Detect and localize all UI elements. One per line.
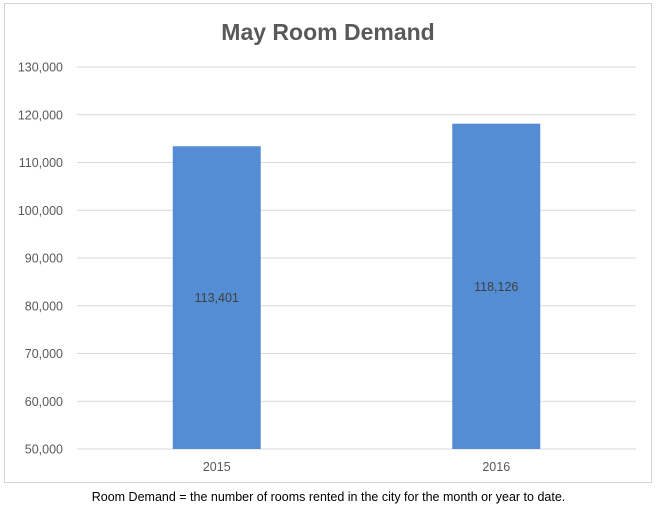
- bars: 113,401 118,126: [172, 123, 541, 449]
- y-tick-label: 120,000: [18, 108, 63, 122]
- chart-svg: May Room Demand 50,000 60,000 70,000 80,000…: [18, 19, 636, 474]
- chart-footnote: Room Demand = the number of rooms rented…: [91, 490, 566, 504]
- x-axis: 2015 2016: [203, 460, 510, 474]
- y-tick-label: 100,000: [18, 204, 63, 218]
- data-label-2016: 118,126: [474, 280, 518, 294]
- y-tick-label: 50,000: [25, 443, 63, 457]
- x-tick-label: 2015: [203, 460, 231, 474]
- bar-2016: [452, 123, 541, 449]
- y-tick-label: 90,000: [25, 252, 63, 266]
- chart-title: May Room Demand: [221, 19, 434, 45]
- y-axis: 50,000 60,000 70,000 80,000 90,000 100,000 110…: [18, 61, 63, 457]
- gridlines: [77, 66, 636, 450]
- data-label-2015: 113,401: [195, 291, 239, 305]
- y-tick-label: 130,000: [18, 61, 63, 75]
- y-tick-label: 70,000: [25, 347, 63, 361]
- bar-2015: [172, 146, 261, 449]
- x-tick-label: 2016: [482, 460, 510, 474]
- y-tick-label: 60,000: [25, 395, 63, 409]
- y-tick-label: 80,000: [25, 299, 63, 313]
- y-tick-label: 110,000: [19, 156, 63, 170]
- chart-frame: May Room Demand 50,000 60,000 70,000 80,000…: [4, 3, 652, 483]
